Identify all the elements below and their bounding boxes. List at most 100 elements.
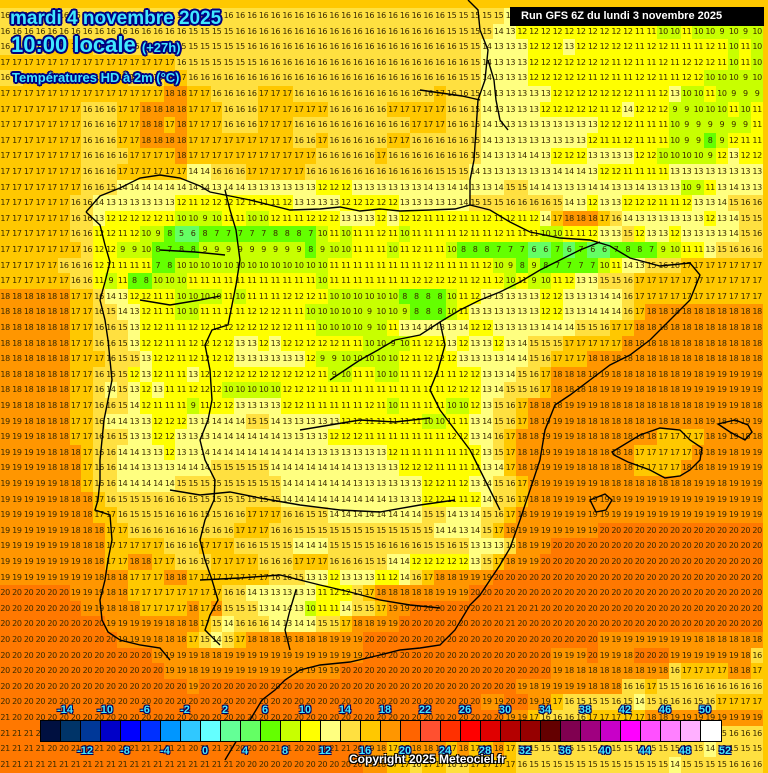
temperature-cell: 20 [657,616,670,633]
temperature-cell: 19 [257,647,270,664]
temperature-cell: 17 [551,210,564,227]
temperature-cell: 15 [175,8,188,25]
temperature-cell: 17 [551,351,564,368]
temperature-cell: 17 [81,429,94,446]
temperature-cell: 14 [93,195,106,212]
temperature-cell: 18 [22,304,35,321]
temperature-cell: 11 [692,39,705,56]
temperature-cell: 13 [457,507,470,524]
temperature-cell: 18 [0,304,12,321]
legend-swatch [81,721,101,741]
temperature-cell: 14 [398,507,411,524]
temperature-cell: 16 [398,39,411,56]
temperature-cell: 20 [93,632,106,649]
temperature-cell: 20 [480,632,493,649]
temperature-cell: 14 [116,413,129,430]
temperature-cell: 20 [445,678,458,695]
temperature-cell: 19 [22,476,35,493]
temperature-cell: 16 [210,164,223,181]
temperature-cell: 21 [163,756,176,773]
temperature-cell: 15 [551,195,564,212]
temperature-cell: 14 [222,444,235,461]
temperature-cell: 11 [328,382,341,399]
temperature-cell: 13 [668,179,681,196]
temperature-cell: 20 [304,741,317,758]
legend-label-bottom: -12 [77,745,93,757]
temperature-cell: 11 [457,491,470,508]
temperature-cell: 12 [281,335,294,352]
temperature-cell: 16 [128,8,141,25]
temperature-cell: 16 [116,39,129,56]
temperature-cell: 16 [222,164,235,181]
temperature-cell: 14 [410,507,423,524]
temperature-cell: 17 [163,117,176,134]
temperature-cell: 16 [93,366,106,383]
temperature-cell: 19 [516,522,529,539]
temperature-cell: 15 [492,413,505,430]
temperature-cell: 12 [480,257,493,274]
temperature-cell: 15 [516,366,529,383]
temperature-cell: 15 [222,476,235,493]
temperature-cell: 16 [81,226,94,243]
temperature-cell: 16 [386,538,399,555]
temperature-cell: 10 [304,600,317,617]
temperature-cell: 18 [727,335,740,352]
temperature-cell: 11 [398,444,411,461]
temperature-cell: 19 [386,616,399,633]
temperature-cell: 12 [586,132,599,149]
temperature-cell: 14 [245,444,258,461]
temperature-cell: 20 [563,616,576,633]
temperature-cell: 20 [386,647,399,664]
temperature-cell: 15 [222,491,235,508]
temperature-cell: 20 [22,616,35,633]
temperature-cell: 17 [292,101,305,118]
temperature-cell: 15 [433,507,446,524]
temperature-cell: 20 [621,600,634,617]
temperature-cell: 15 [363,554,376,571]
temperature-cell: 17 [715,663,728,680]
temperature-cell: 20 [680,522,693,539]
temperature-cell: 17 [140,86,153,103]
temperature-cell: 11 [351,398,364,415]
temperature-cell: 20 [527,663,540,680]
temperature-cell: 7 [234,226,247,243]
temperature-cell: 16 [34,39,47,56]
temperature-cell: 14 [292,616,305,633]
temperature-cell: 18 [586,382,599,399]
temperature-cell: 12 [621,39,634,56]
temperature-cell: 19 [0,460,12,477]
legend-swatch [621,721,641,741]
temperature-cell: 20 [46,616,59,633]
temperature-cell: 21 [69,741,82,758]
temperature-cell: 17 [34,132,47,149]
temperature-cell: 8 [163,257,176,274]
temperature-cell: 12 [433,351,446,368]
temperature-cell: 20 [621,522,634,539]
temperature-cell: 17 [375,600,388,617]
temperature-cell: 17 [46,179,59,196]
temperature-cell: 15 [469,117,482,134]
temperature-cell: 19 [657,632,670,649]
temperature-cell: 17 [57,132,70,149]
legend-label-top: 10 [298,704,312,716]
temperature-cell: 13 [187,366,200,383]
temperature-cell: 18 [0,288,12,305]
temperature-cell: 14 [163,476,176,493]
temperature-cell: 19 [245,663,258,680]
temperature-cell: 16 [316,23,329,40]
temperature-cell: 18 [175,86,188,103]
temperature-cell: 17 [34,179,47,196]
temperature-cell: 12 [574,23,587,40]
temperature-cell: 17 [504,444,517,461]
temperature-cell: 18 [351,616,364,633]
temperature-cell: 15 [504,382,517,399]
temperature-cell: 17 [304,148,317,165]
temperature-cell: 18 [715,320,728,337]
temperature-cell: 16 [727,756,740,773]
temperature-cell: 14 [281,444,294,461]
temperature-cell: 14 [257,429,270,446]
temperature-cell: 16 [46,8,59,25]
temperature-cell: 17 [22,195,35,212]
temperature-cell: 19 [539,538,552,555]
temperature-cell: 11 [116,257,129,274]
